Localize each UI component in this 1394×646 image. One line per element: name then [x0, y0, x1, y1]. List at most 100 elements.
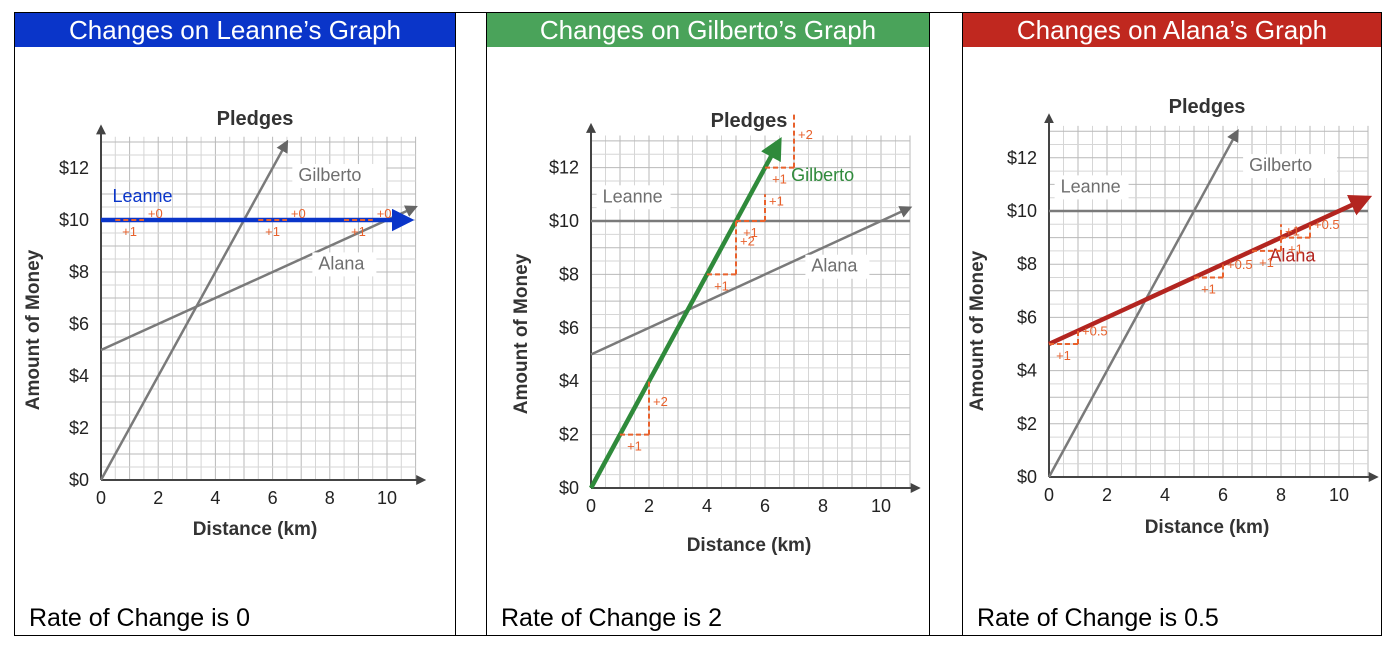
y-tick-label: $2	[1017, 414, 1037, 434]
rise-run-annotation: +1 +1	[736, 194, 784, 240]
series-label-gilberto: Gilberto	[298, 165, 361, 185]
run-label: +1	[714, 278, 729, 293]
run-label: +1	[1201, 282, 1216, 297]
rise-label: +1	[769, 194, 784, 209]
chart-title: Pledges	[217, 108, 294, 130]
rate-of-change-text: Rate of Change is 2	[501, 604, 722, 632]
rise-label: +0.5	[1082, 323, 1108, 338]
x-tick-label: 0	[586, 496, 596, 516]
chart-title: Pledges	[711, 110, 788, 132]
y-axis-label: Amount of Money	[967, 250, 988, 411]
panel-gilberto: Changes on Gilberto’s Graph 0 2 4 6 8 10 $0 $2 $…	[486, 12, 930, 636]
rise-run-annotation: +1 +0.5	[1194, 257, 1253, 297]
series-label-gilberto: Gilberto	[791, 165, 854, 185]
run-label: +1	[627, 439, 642, 454]
y-tick-label: $12	[1007, 148, 1037, 168]
y-tick-label: $4	[69, 366, 89, 386]
x-tick-label: 4	[210, 488, 220, 508]
rise-run-annotation: +1 +0.5	[1281, 217, 1340, 257]
run-label: +1	[265, 224, 280, 239]
y-tick-label: $2	[559, 425, 579, 445]
y-tick-label: $6	[559, 318, 579, 338]
y-tick-label: $8	[559, 264, 579, 284]
y-tick-label: $12	[59, 158, 89, 178]
x-tick-label: 8	[325, 488, 335, 508]
series-line-alana	[100, 205, 418, 352]
rise-run-annotation: +1 +2	[620, 381, 668, 454]
x-tick-label: 0	[96, 488, 106, 508]
x-tick-label: 4	[702, 496, 712, 516]
rate-of-change-text: Rate of Change is 0.5	[977, 604, 1219, 632]
rate-of-change-text: Rate of Change is 0	[29, 604, 250, 632]
series-label-leanne: Leanne	[603, 186, 663, 206]
rise-label: +0	[291, 206, 306, 221]
series-label-bg	[312, 252, 377, 277]
series-label-leanne: Leanne	[112, 186, 172, 206]
rise-label: +0.5	[1227, 257, 1253, 272]
run-label: +1	[1259, 255, 1274, 270]
y-tick-label: $12	[549, 158, 579, 178]
series-label-alana: Alana	[318, 253, 365, 273]
series-line-alana	[590, 206, 913, 356]
rise-label: +2	[740, 234, 755, 249]
run-label: +1	[1056, 348, 1071, 363]
panel-leanne: Changes on Leanne’s Graph 0 2 4 6 8 10 $0 $2 $4 $…	[14, 12, 456, 636]
x-tick-label: 4	[1160, 485, 1170, 505]
rise-label: +2	[653, 394, 668, 409]
grid	[591, 135, 911, 488]
x-tick-label: 2	[644, 496, 654, 516]
rise-run-annotation: +1 +0	[344, 206, 392, 239]
panel-gap	[930, 12, 962, 636]
y-axis-label: Amount of Money	[23, 249, 44, 410]
x-tick-label: 8	[818, 496, 828, 516]
x-tick-label: 10	[871, 496, 891, 516]
y-tick-label: $0	[69, 470, 89, 490]
y-tick-label: $6	[69, 314, 89, 334]
x-axis-label: Distance (km)	[1145, 517, 1270, 538]
series-label-bg	[292, 164, 387, 188]
y-axis-label: Amount of Money	[511, 253, 532, 414]
run-label: +1	[351, 224, 366, 239]
series-label-bg	[1054, 175, 1129, 200]
pledges-chart: 0 2 4 6 8 10 $0 $2 $4 $6 $8 $10 $12 Pledges Distance (…	[967, 96, 1379, 538]
rise-run-annotation: +1 +0.5	[1049, 323, 1108, 363]
y-tick-label: $10	[1007, 201, 1037, 221]
x-tick-label: 10	[1329, 485, 1349, 505]
rise-label: +2	[798, 127, 813, 142]
panel-gap	[456, 12, 486, 636]
y-tick-label: $2	[69, 418, 89, 438]
panel-title: Changes on Alana’s Graph	[963, 13, 1381, 47]
x-tick-label: 6	[760, 496, 770, 516]
y-tick-label: $0	[559, 478, 579, 498]
x-tick-label: 8	[1276, 485, 1286, 505]
series-line-alana	[1048, 194, 1373, 347]
pledges-chart: 0 2 4 6 8 10 $0 $2 $4 $6 $8 $10 $12 Pledges Distance (…	[23, 108, 427, 540]
rise-run-annotation: +1 +0	[115, 206, 163, 239]
rise-label: +0	[148, 206, 163, 221]
x-tick-label: 0	[1044, 485, 1054, 505]
series-label-bg	[805, 254, 870, 279]
y-tick-label: $10	[549, 211, 579, 231]
x-tick-label: 2	[1102, 485, 1112, 505]
run-label: +1	[1288, 242, 1303, 257]
y-tick-label: $4	[559, 371, 579, 391]
run-label: +1	[772, 172, 787, 187]
series-line-gilberto	[99, 139, 289, 481]
y-tick-label: $8	[69, 262, 89, 282]
y-tick-label: $6	[1017, 307, 1037, 327]
panel-title: Changes on Gilberto’s Graph	[487, 13, 929, 47]
y-tick-label: $4	[1017, 361, 1037, 381]
y-tick-label: $8	[1017, 254, 1037, 274]
panel-title: Changes on Leanne’s Graph	[15, 13, 455, 47]
series-line-gilberto	[589, 136, 782, 490]
x-axis-label: Distance (km)	[687, 535, 812, 556]
x-tick-label: 6	[1218, 485, 1228, 505]
series-label-gilberto: Gilberto	[1249, 155, 1312, 175]
run-label: +1	[122, 224, 137, 239]
rise-run-annotation: +1 +0	[258, 206, 306, 239]
rise-label: +0	[377, 206, 392, 221]
x-axis-label: Distance (km)	[193, 519, 318, 540]
y-tick-label: $10	[59, 210, 89, 230]
panel-alana: Changes on Alana’s Graph 0 2 4 6 8 10 $0 $2 $4 $6…	[962, 12, 1382, 636]
rise-run-annotation: +1 +1	[1252, 224, 1300, 270]
